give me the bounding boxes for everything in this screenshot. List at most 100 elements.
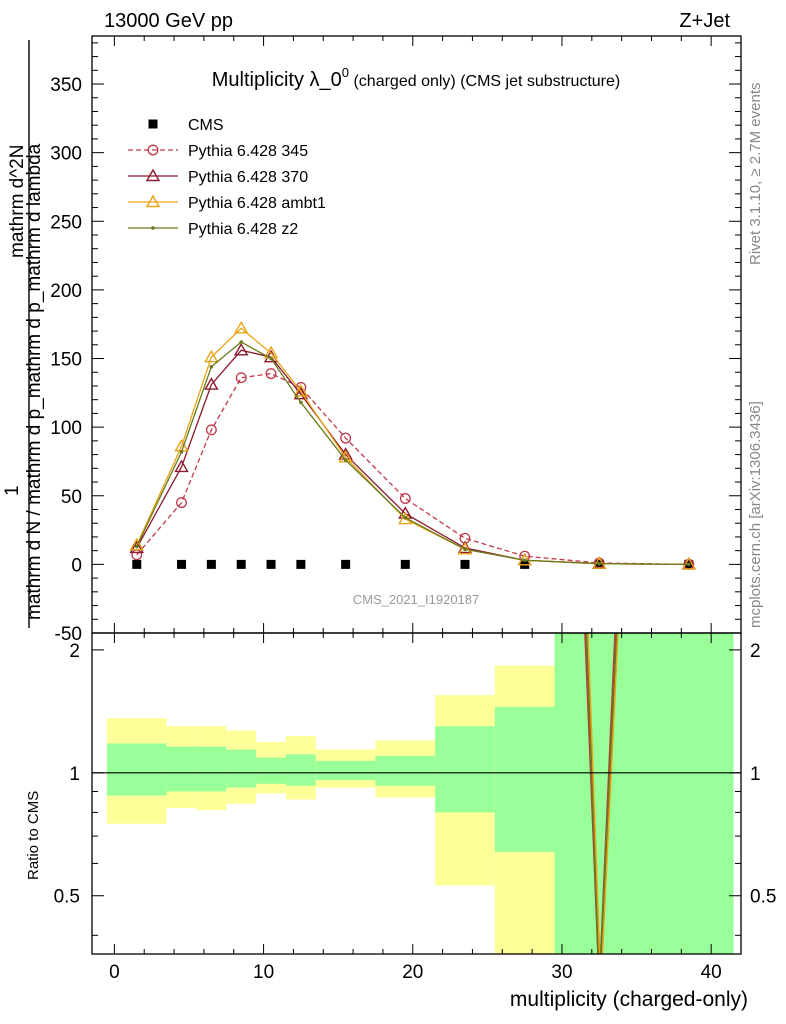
x-tick-label: 40 — [701, 962, 722, 983]
ratio-line — [587, 633, 619, 954]
ratio-uncertainty-bands — [106, 633, 734, 954]
data-point — [129, 540, 144, 554]
data-point — [204, 349, 219, 363]
legend-marker — [147, 144, 159, 156]
data-point — [179, 450, 184, 454]
legend-marker — [145, 194, 161, 208]
legend-label: Pythia 6.428 345 — [188, 143, 308, 160]
legend: CMS Pythia 6.428 345 Pythia 6.428 370 Pythi… — [128, 117, 326, 238]
ratio-y-tick-label: 1 — [69, 764, 80, 785]
ratio-line — [584, 633, 616, 954]
data-point — [400, 559, 410, 569]
ratio-plot-frame — [91, 632, 742, 955]
data-point — [129, 537, 144, 551]
ratio-band-green — [435, 726, 495, 813]
header-process-label: Z+Jet — [679, 10, 730, 32]
x-axis-label: multiplicity (charged-only) — [510, 988, 748, 1011]
y-tick-label: 0 — [71, 555, 82, 576]
data-point — [177, 559, 187, 569]
data-point — [235, 372, 247, 384]
ratio-y-tick-label: 0.5 — [54, 887, 80, 908]
ratio-band-green — [196, 746, 227, 792]
ratio-band-green — [285, 754, 316, 786]
rivet-version-label: Rivet 3.1.10, ≥ 2.7M events — [747, 83, 764, 266]
data-point — [204, 377, 219, 390]
axis-ticks: 0 10 20 30 40 -50 0 50 100 150 200 250 300 350 0.5 0.5 1… — [50, 36, 776, 983]
y-axis-label-numerator: mathrm d^2N — [7, 145, 28, 258]
data-point — [239, 340, 243, 344]
data-point — [205, 424, 217, 436]
data-point — [343, 458, 348, 462]
data-point — [293, 386, 309, 400]
data-point — [296, 559, 306, 569]
data-point — [341, 559, 351, 569]
series-line — [136, 349, 689, 566]
x-tick-label: 30 — [551, 962, 572, 983]
x-tick-label: 10 — [253, 962, 274, 983]
series-line — [136, 341, 689, 566]
legend-label: Pythia 6.428 z2 — [188, 221, 298, 238]
ratio-y-tick-label-right: 2 — [750, 641, 761, 662]
y-tick-label: 50 — [61, 487, 82, 508]
data-point — [236, 559, 246, 569]
legend-label: Pythia 6.428 ambt1 — [188, 195, 326, 212]
y-axis-label-ratio: Ratio to CMS — [25, 791, 42, 880]
data-point — [269, 356, 273, 361]
data-point — [681, 556, 696, 570]
data-point — [134, 544, 139, 549]
ratio-band-green — [554, 633, 645, 954]
data-point — [403, 515, 408, 520]
x-tick-label: 20 — [402, 962, 423, 983]
ratio-y-tick-label: 2 — [69, 641, 80, 662]
data-point — [206, 559, 216, 569]
legend-marker — [148, 119, 158, 129]
ratio-band-green — [375, 755, 436, 786]
data-point — [293, 384, 309, 397]
y-axis-label-one: 1 — [2, 485, 23, 496]
ratio-line — [585, 633, 618, 954]
data-point — [399, 493, 411, 504]
ratio-band-green — [315, 760, 376, 781]
data-point — [340, 432, 352, 444]
ratio-band-green — [494, 706, 555, 852]
data-point — [266, 559, 276, 569]
ratio-band-green — [226, 749, 257, 788]
data-point — [522, 558, 527, 563]
data-point — [686, 562, 691, 567]
y-tick-label: -50 — [55, 624, 82, 645]
header-collision-label: 13000 GeV pp — [104, 10, 233, 32]
y-tick-label: 100 — [50, 418, 82, 439]
chart-title: Multiplicity λ_00 (charged only) (CMS je… — [212, 65, 620, 91]
data-point — [460, 559, 470, 569]
y-tick-label: 150 — [50, 350, 82, 371]
data-point — [265, 368, 277, 380]
ratio-curves — [584, 633, 619, 954]
legend-marker — [151, 226, 155, 230]
data-point — [597, 561, 602, 566]
data-point — [299, 400, 303, 405]
legend-label: Pythia 6.428 370 — [188, 169, 308, 186]
series-line — [136, 372, 689, 566]
data-point — [463, 547, 467, 552]
data-point — [132, 559, 142, 569]
ratio-y-tick-label-right: 1 — [750, 764, 761, 785]
data-point — [457, 541, 473, 555]
y-tick-label: 200 — [50, 281, 82, 302]
data-point — [398, 511, 413, 525]
ratio-band-green — [106, 743, 167, 796]
data-point — [233, 320, 249, 334]
legend-marker — [145, 168, 161, 182]
series-line — [136, 327, 689, 566]
data-point — [209, 364, 214, 369]
x-tick-label: 0 — [109, 962, 120, 983]
ratio-band-green — [166, 746, 197, 792]
mcplots-reference-label: mcplots.cern.ch [arXiv:1306.3436] — [747, 401, 764, 628]
data-point — [233, 342, 249, 356]
y-tick-label: 300 — [50, 144, 82, 165]
y-tick-label: 250 — [50, 212, 82, 233]
data-point — [174, 459, 189, 473]
y-tick-label: 350 — [50, 75, 82, 96]
legend-label: CMS — [188, 117, 224, 134]
ratio-band-green — [644, 633, 734, 954]
